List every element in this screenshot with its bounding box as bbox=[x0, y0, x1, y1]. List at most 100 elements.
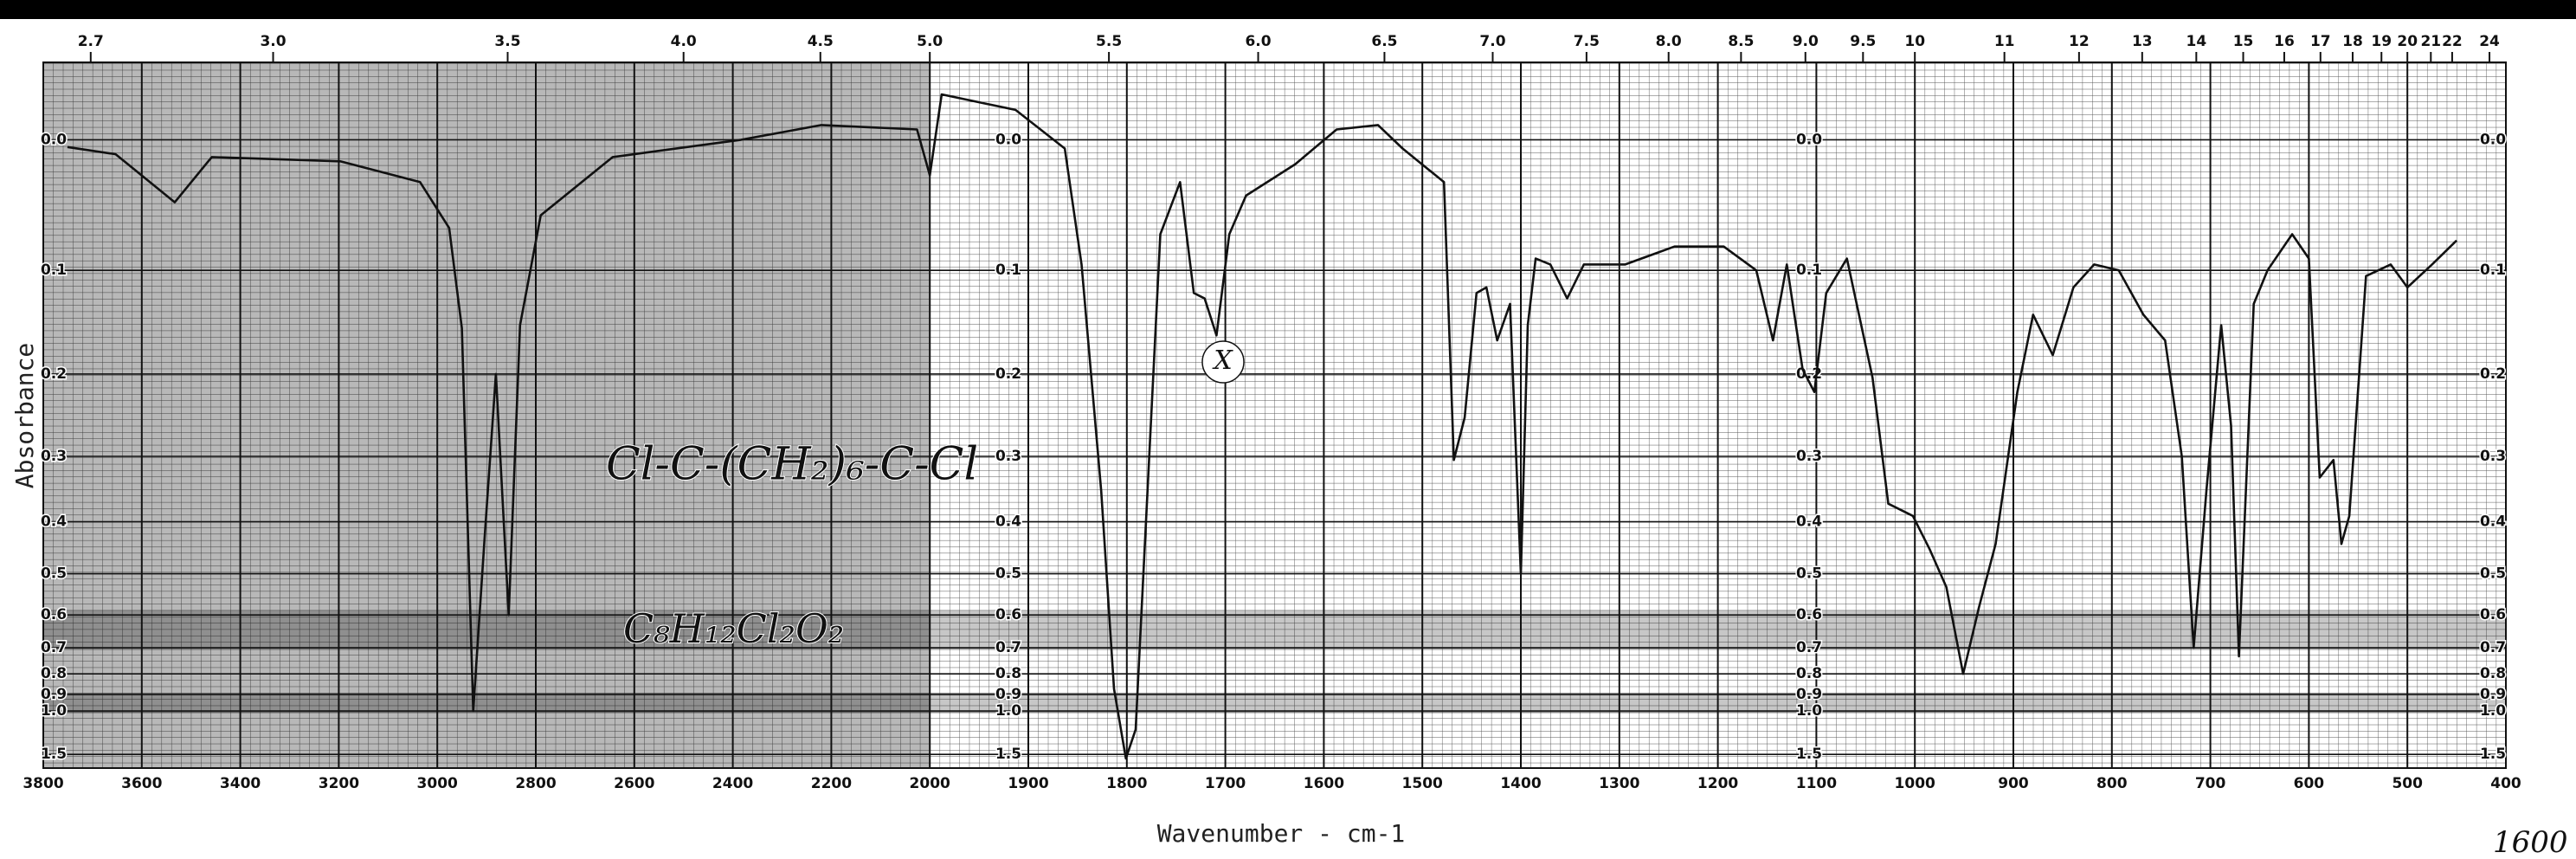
y-tick-label: 0.3 bbox=[2480, 448, 2506, 465]
band-shade bbox=[43, 693, 2506, 714]
x2-tick-label: 5.5 bbox=[1096, 33, 1122, 50]
y-tick-label: 0.8 bbox=[995, 665, 1021, 682]
y-tick-label: 1.0 bbox=[41, 702, 67, 720]
x2-tick-label: 3.5 bbox=[494, 33, 520, 50]
y-tick-label: 0.7 bbox=[2480, 639, 2506, 656]
x-tick-label: 900 bbox=[1998, 775, 2029, 792]
x-tick-label: 400 bbox=[2490, 775, 2521, 792]
x2-tick-label: 7.0 bbox=[1479, 33, 1505, 50]
x-tick-label: 3200 bbox=[319, 775, 359, 792]
x2-tick-label: 21 bbox=[2420, 33, 2441, 50]
y-tick-label: 0.3 bbox=[1796, 448, 1822, 465]
y-tick-label: 0.4 bbox=[1796, 513, 1822, 531]
y-tick-label: 1.5 bbox=[2480, 746, 2506, 763]
x2-tick-label: 16 bbox=[2274, 33, 2295, 50]
x-tick-label: 1000 bbox=[1895, 775, 1935, 792]
x-tick-label: 2200 bbox=[811, 775, 852, 792]
annotation-marker bbox=[1201, 340, 1245, 384]
x-tick-label: 1200 bbox=[1697, 775, 1738, 792]
spectrum-line bbox=[67, 93, 2458, 760]
x-tick-label: 2000 bbox=[910, 775, 950, 792]
y-tick-label: 0.4 bbox=[2480, 513, 2506, 531]
x2-tick-label: 6.5 bbox=[1371, 33, 1397, 50]
y-tick-label: 0.2 bbox=[41, 365, 67, 383]
x-tick-label: 1600 bbox=[1304, 775, 1344, 792]
y-tick-label: 0.3 bbox=[41, 448, 67, 465]
x2-tick-label: 10 bbox=[1904, 33, 1925, 50]
x-tick-label: 1900 bbox=[1008, 775, 1048, 792]
x-tick-label: 2600 bbox=[614, 775, 654, 792]
y-tick-label: 0.6 bbox=[2480, 606, 2506, 623]
y-tick-label: 0.0 bbox=[2480, 131, 2506, 148]
x-tick-label: 500 bbox=[2392, 775, 2423, 792]
y-tick-label: 1.0 bbox=[995, 702, 1021, 720]
annotation: 1600 bbox=[2493, 825, 2568, 859]
x2-tick-label: 13 bbox=[2132, 33, 2153, 50]
y-tick-label: 0.5 bbox=[2480, 565, 2506, 583]
x-tick-label: 3600 bbox=[121, 775, 162, 792]
y-tick-label: 0.7 bbox=[41, 639, 67, 656]
y-tick-label: 0.1 bbox=[995, 262, 1021, 279]
band-shade bbox=[43, 610, 2506, 650]
annotation: C₈H₁₂Cl₂O₂ bbox=[623, 605, 844, 652]
y-tick-label: 0.9 bbox=[41, 686, 67, 703]
x-tick-label: 3400 bbox=[220, 775, 261, 792]
y-tick-label: 0.0 bbox=[1796, 131, 1822, 148]
y-tick-label: 1.5 bbox=[1796, 746, 1822, 763]
x2-tick-label: 4.0 bbox=[671, 33, 697, 50]
x2-tick-label: 7.5 bbox=[1574, 33, 1600, 50]
y-tick-label: 0.7 bbox=[1796, 639, 1822, 656]
annotation: Cl-C-(CH₂)₆-C-Cl bbox=[606, 439, 978, 491]
x2-tick-label: 12 bbox=[2069, 33, 2090, 50]
y-tick-label: 0.5 bbox=[1796, 565, 1822, 583]
x-tick-label: 800 bbox=[2096, 775, 2128, 792]
x2-tick-label: 22 bbox=[2442, 33, 2463, 50]
y-tick-label: 1.5 bbox=[41, 746, 67, 763]
y-tick-label: 0.3 bbox=[995, 448, 1021, 465]
y-tick-label: 0.4 bbox=[41, 513, 67, 531]
x2-tick-label: 8.0 bbox=[1656, 33, 1682, 50]
x-tick-label: 3000 bbox=[417, 775, 458, 792]
x2-tick-label: 5.0 bbox=[917, 33, 943, 50]
y-tick-label: 0.8 bbox=[2480, 665, 2506, 682]
x2-tick-label: 9.5 bbox=[1850, 33, 1876, 50]
y-tick-label: 0.9 bbox=[995, 686, 1021, 703]
x-tick-label: 1700 bbox=[1205, 775, 1246, 792]
x2-tick-label: 24 bbox=[2479, 33, 2500, 50]
x-tick-label: 600 bbox=[2294, 775, 2325, 792]
x-tick-label: 2400 bbox=[712, 775, 753, 792]
y-tick-label: 0.6 bbox=[1796, 606, 1822, 623]
top-bar bbox=[0, 0, 2576, 19]
y-tick-label: 0.6 bbox=[995, 606, 1021, 623]
y-tick-label: 0.8 bbox=[1796, 665, 1822, 682]
x-tick-label: 1300 bbox=[1599, 775, 1639, 792]
x2-tick-label: 8.5 bbox=[1728, 33, 1754, 50]
x2-tick-label: 9.0 bbox=[1793, 33, 1819, 50]
x-tick-label: 1500 bbox=[1402, 775, 1443, 792]
y-tick-label: 1.0 bbox=[1796, 702, 1822, 720]
y-tick-label: 0.6 bbox=[41, 606, 67, 623]
y-tick-label: 0.5 bbox=[995, 565, 1021, 583]
y-tick-label: 1.0 bbox=[2480, 702, 2506, 720]
sheet-shade bbox=[43, 62, 931, 768]
y-tick-label: 0.0 bbox=[41, 131, 67, 148]
x2-tick-label: 11 bbox=[1994, 33, 2015, 50]
x2-tick-label: 6.0 bbox=[1245, 33, 1271, 50]
y-tick-label: 0.1 bbox=[2480, 262, 2506, 279]
y-tick-label: 0.7 bbox=[995, 639, 1021, 656]
y-tick-label: 0.1 bbox=[1796, 262, 1822, 279]
y-tick-label: 0.5 bbox=[41, 565, 67, 583]
y-tick-label: 0.2 bbox=[2480, 365, 2506, 383]
x2-tick-label: 4.5 bbox=[808, 33, 834, 50]
y-tick-label: 0.9 bbox=[1796, 686, 1822, 703]
y-tick-label: 0.8 bbox=[41, 665, 67, 682]
x-tick-label: 1800 bbox=[1106, 775, 1147, 792]
y-tick-label: 0.1 bbox=[41, 262, 67, 279]
y-tick-label: 0.2 bbox=[995, 365, 1021, 383]
x-tick-label: 3800 bbox=[23, 775, 63, 792]
y-tick-label: 0.0 bbox=[995, 131, 1021, 148]
x-tick-label: 2800 bbox=[515, 775, 556, 792]
x2-tick-label: 3.0 bbox=[260, 33, 286, 50]
grid-paper bbox=[43, 62, 2506, 768]
